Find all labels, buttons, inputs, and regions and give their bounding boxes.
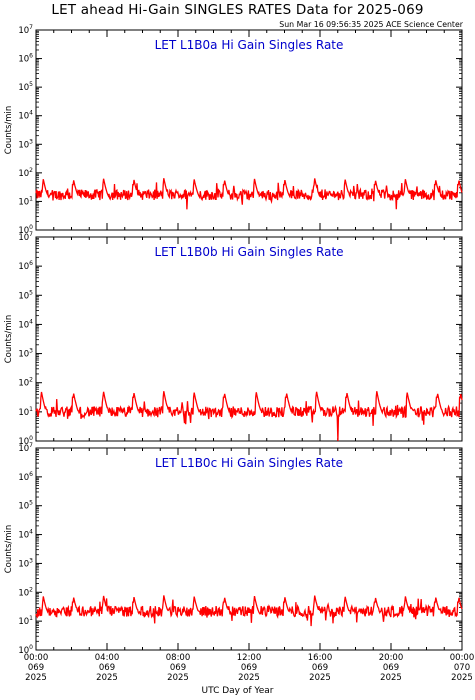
x-tick-label: 16:00 (308, 653, 333, 663)
y-tick-label: 106 (18, 53, 33, 65)
y-axis-label: Counts/min (4, 315, 14, 364)
y-tick-label: 104 (18, 529, 33, 541)
x-axis-label: UTC Day of Year (201, 686, 274, 696)
y-tick-label: 104 (18, 318, 33, 330)
y-tick-label: 106 (18, 260, 33, 272)
y-tick-label: 101 (18, 615, 33, 627)
x-tick-label: 2025 (380, 673, 402, 683)
y-tick-label: 104 (18, 110, 33, 122)
x-tick-label: 2025 (25, 673, 47, 683)
x-tick-label: 069 (170, 663, 186, 673)
x-tick-label: 069 (28, 663, 44, 673)
x-tick-label: 2025 (96, 673, 118, 683)
y-tick-label: 101 (18, 195, 33, 207)
panel-title: LET L1B0a Hi Gain Singles Rate (155, 38, 344, 52)
y-tick-label: 103 (18, 138, 33, 150)
y-tick-label: 100 (18, 435, 33, 447)
y-tick-label: 105 (18, 81, 33, 93)
x-tick-label: 00:00 (24, 653, 49, 663)
y-tick-label: 100 (18, 224, 33, 236)
y-tick-label: 107 (18, 442, 33, 454)
data-series-line (35, 178, 463, 210)
y-tick-label: 102 (18, 167, 33, 179)
y-tick-label: 103 (18, 557, 33, 569)
x-tick-label: 08:00 (166, 653, 191, 663)
y-axis-label: Counts/min (4, 525, 14, 574)
x-tick-label: 20:00 (379, 653, 404, 663)
panel-title: LET L1B0b Hi Gain Singles Rate (154, 245, 343, 259)
plot-frame-3 (35, 447, 463, 651)
data-series-line (35, 595, 463, 627)
x-tick-label: 2025 (451, 673, 473, 683)
panel-title: LET L1B0c Hi Gain Singles Rate (155, 456, 343, 470)
y-tick-label: 101 (18, 406, 33, 418)
y-tick-label: 102 (18, 377, 33, 389)
y-tick-label: 105 (18, 500, 33, 512)
x-tick-label: 069 (312, 663, 328, 673)
x-tick-label: 04:00 (95, 653, 120, 663)
y-axis-label: Counts/min (4, 106, 14, 155)
y-tick-label: 106 (18, 471, 33, 483)
y-tick-label: 103 (18, 348, 33, 360)
x-tick-label: 069 (241, 663, 257, 673)
data-series-line (35, 391, 463, 442)
y-tick-label: 100 (18, 644, 33, 656)
y-tick-label: 107 (18, 24, 33, 36)
x-tick-label: 12:00 (237, 653, 262, 663)
timestamp-label: Sun Mar 16 09:56:35 2025 ACE Science Cen… (279, 20, 463, 29)
y-tick-label: 102 (18, 586, 33, 598)
x-tick-label: 2025 (309, 673, 331, 683)
y-tick-label: 107 (18, 231, 33, 243)
chart-title: LET ahead Hi-Gain SINGLES RATES Data for… (51, 2, 424, 18)
x-tick-label: 00:00 (450, 653, 475, 663)
x-tick-label: 070 (454, 663, 470, 673)
x-tick-label: 2025 (238, 673, 260, 683)
x-tick-label: 069 (383, 663, 399, 673)
y-tick-label: 105 (18, 289, 33, 301)
x-tick-label: 069 (99, 663, 115, 673)
x-tick-label: 2025 (167, 673, 189, 683)
